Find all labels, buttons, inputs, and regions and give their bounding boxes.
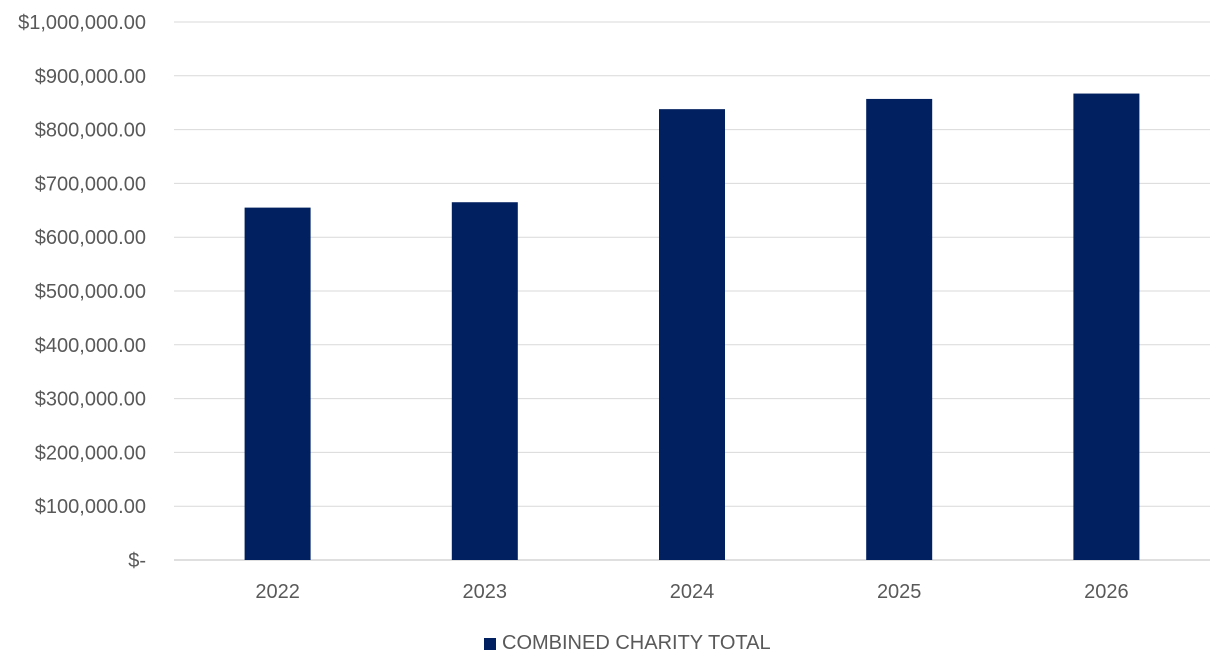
y-tick-label: $600,000.00 <box>35 227 146 249</box>
x-tick-label: 2022 <box>255 581 300 603</box>
bars <box>244 93 1140 561</box>
legend-label: COMBINED CHARITY TOTAL <box>502 632 771 654</box>
bar <box>451 202 518 561</box>
bar <box>1073 93 1140 560</box>
legend: COMBINED CHARITY TOTAL <box>484 632 771 655</box>
x-tick-label: 2025 <box>877 581 922 603</box>
y-tick-label: $1,000,000.00 <box>18 12 146 34</box>
bar <box>866 98 933 561</box>
bar <box>244 207 311 561</box>
y-tick-label: $400,000.00 <box>35 335 146 357</box>
y-tick-label: $300,000.00 <box>35 389 146 411</box>
y-axis-tick-labels: $- $100,000.00 $200,000.00 $300,000.00 $400,… <box>18 12 146 572</box>
x-axis-tick-labels: 2022 2023 2024 2025 2026 <box>255 581 1128 603</box>
y-tick-label: $100,000.00 <box>35 496 146 518</box>
y-tick-label: $- <box>128 550 146 572</box>
bar <box>659 109 725 560</box>
x-tick-label: 2023 <box>463 581 508 603</box>
legend-swatch <box>484 637 496 650</box>
y-tick-label: $700,000.00 <box>35 173 146 195</box>
y-tick-label: $900,000.00 <box>35 66 146 88</box>
y-tick-label: $200,000.00 <box>35 442 146 464</box>
y-tick-label: $500,000.00 <box>35 281 146 303</box>
x-tick-label: 2026 <box>1084 581 1129 603</box>
y-tick-label: $800,000.00 <box>35 120 146 142</box>
bar-chart: $- $100,000.00 $200,000.00 $300,000.00 $400,… <box>18 12 1210 603</box>
x-tick-label: 2024 <box>670 581 715 603</box>
